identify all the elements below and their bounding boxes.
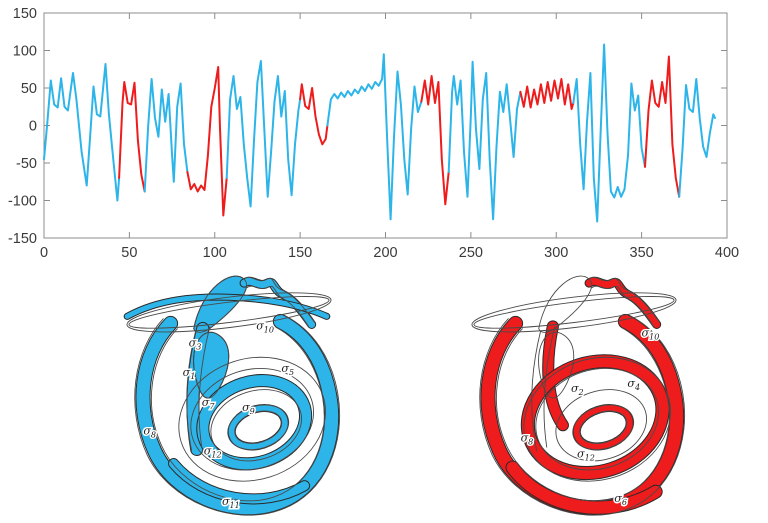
series-segment-blue bbox=[572, 43, 646, 223]
template-curve bbox=[178, 356, 326, 482]
series-segment-red bbox=[118, 81, 146, 193]
y-tick-label: -150 bbox=[8, 231, 37, 247]
red-template-ribbon bbox=[573, 405, 633, 450]
y-tick-label: -50 bbox=[16, 156, 37, 172]
template-curve bbox=[186, 330, 197, 452]
series-segment-blue bbox=[143, 78, 189, 193]
template-curve bbox=[134, 314, 341, 516]
x-tick-label: 300 bbox=[544, 245, 568, 261]
template-curve bbox=[572, 404, 635, 451]
series-segment-red bbox=[299, 83, 329, 146]
x-tick-label: 0 bbox=[40, 245, 48, 261]
template-curve bbox=[531, 330, 542, 452]
template-curve bbox=[210, 389, 303, 462]
branch-label-sigma-5: σ5 bbox=[281, 362, 294, 377]
template-curve bbox=[555, 389, 648, 462]
y-tick-label: 50 bbox=[21, 81, 37, 97]
time-series-chart: 0 50 100 150 200 250 300 350 400 -150 -100 -50 0 50 10… bbox=[8, 6, 739, 261]
red-template-ribbon bbox=[506, 461, 662, 514]
y-tick-label: 0 bbox=[29, 119, 37, 135]
branch-label-sigma-4: σ4 bbox=[627, 377, 640, 392]
branch-label-sigma-4: σ4 bbox=[627, 377, 640, 392]
template-curve bbox=[496, 327, 670, 502]
template-curve bbox=[538, 275, 592, 333]
blue-template-skeleton bbox=[126, 275, 341, 516]
x-tick-label: 150 bbox=[288, 245, 312, 261]
plot-box bbox=[43, 12, 728, 239]
blue-template-ribbon bbox=[197, 375, 312, 470]
series-segment-red bbox=[186, 66, 228, 217]
blue-template-ribbons bbox=[123, 275, 340, 516]
axis-tick-labels: 0 50 100 150 200 250 300 350 400 -150 -100 -50 0 50 10… bbox=[8, 6, 739, 261]
template-curve bbox=[543, 326, 556, 448]
red-template-ribbon bbox=[585, 277, 661, 328]
series-segment-blue bbox=[678, 78, 716, 198]
y-tick-label: 100 bbox=[13, 44, 37, 60]
series-segment-blue bbox=[326, 53, 423, 221]
template-curve bbox=[479, 314, 686, 516]
template-curve bbox=[198, 326, 211, 448]
template-curve bbox=[245, 285, 309, 327]
branch-label-sigma-9: σ9 bbox=[242, 401, 255, 416]
x-tick-label: 250 bbox=[459, 245, 483, 261]
series-segment-blue bbox=[43, 63, 121, 202]
y-tick-label: -100 bbox=[8, 194, 37, 210]
red-template-ribbon bbox=[521, 355, 669, 480]
template-curve bbox=[151, 327, 325, 502]
x-tick-label: 100 bbox=[203, 245, 227, 261]
template-curve bbox=[243, 276, 316, 323]
signal-series bbox=[43, 43, 716, 223]
template-curve bbox=[234, 410, 283, 444]
template-curve bbox=[523, 356, 671, 482]
template-curve bbox=[538, 331, 575, 399]
template-curve bbox=[590, 285, 654, 327]
branch-label-sigma-10: σ10 bbox=[256, 319, 274, 334]
y-tick-label: 150 bbox=[13, 6, 37, 22]
template-curve bbox=[473, 296, 675, 329]
template-curve bbox=[190, 367, 314, 471]
branch-label-sigma-8: σ8 bbox=[143, 424, 156, 439]
template-curve bbox=[535, 367, 659, 471]
template-curve bbox=[126, 292, 332, 333]
blue-template-ribbon bbox=[136, 314, 339, 515]
axis-ticks bbox=[43, 12, 728, 239]
red-template-skeleton bbox=[471, 275, 686, 516]
blue-template-ribbon bbox=[228, 405, 288, 450]
template-curve bbox=[128, 296, 330, 329]
x-tick-label: 350 bbox=[630, 245, 654, 261]
template-curve bbox=[193, 275, 247, 333]
x-tick-label: 200 bbox=[373, 245, 397, 261]
series-segment-blue bbox=[225, 60, 302, 208]
series-segment-blue bbox=[447, 60, 522, 221]
branch-label-sigma-2: σ2 bbox=[571, 382, 584, 397]
series-segment-red bbox=[519, 78, 575, 110]
template-curve bbox=[193, 331, 230, 399]
series-segment-red bbox=[420, 75, 450, 206]
red-template-ribbons bbox=[480, 276, 685, 516]
template-curve bbox=[471, 292, 677, 333]
template-curve bbox=[227, 404, 290, 451]
x-tick-label: 50 bbox=[121, 245, 137, 261]
blue-template-ribbon bbox=[169, 459, 310, 504]
x-tick-label: 400 bbox=[715, 245, 739, 261]
template-curve bbox=[579, 410, 628, 444]
series-segment-red bbox=[644, 55, 681, 198]
template-curve bbox=[588, 276, 661, 323]
